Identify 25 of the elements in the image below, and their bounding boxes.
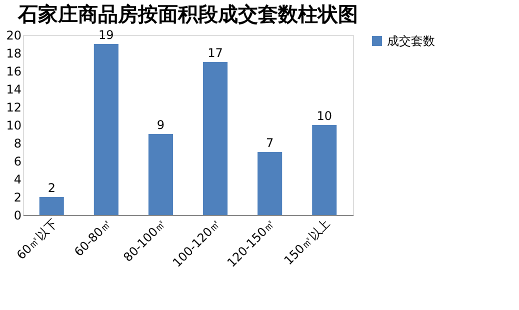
bar [258, 152, 282, 215]
y-tick-label: 6 [14, 154, 22, 168]
y-tick-label: 0 [14, 208, 22, 222]
y-tick-label: 14 [6, 82, 22, 96]
y-tick-label: 10 [6, 118, 22, 132]
data-label: 7 [266, 136, 274, 150]
y-tick-label: 18 [6, 46, 22, 60]
y-tick-label: 20 [6, 28, 22, 42]
bar [39, 197, 64, 215]
data-label: 9 [156, 118, 165, 132]
bar [148, 134, 173, 215]
chart-title: 石家庄商品房按面积段成交套数柱状图 [17, 2, 358, 26]
data-label: 10 [316, 109, 332, 123]
data-label: 19 [98, 28, 114, 42]
y-tick-label: 16 [6, 64, 22, 78]
bar [94, 44, 118, 215]
data-label: 2 [48, 181, 56, 195]
legend-label: 成交套数 [387, 34, 435, 48]
y-tick-label: 4 [14, 172, 22, 186]
y-tick-label: 8 [14, 136, 22, 150]
y-tick-label: 12 [6, 100, 22, 114]
bar [203, 62, 228, 215]
data-label: 17 [208, 46, 223, 60]
y-tick-label: 2 [14, 190, 22, 204]
bar [312, 125, 337, 215]
